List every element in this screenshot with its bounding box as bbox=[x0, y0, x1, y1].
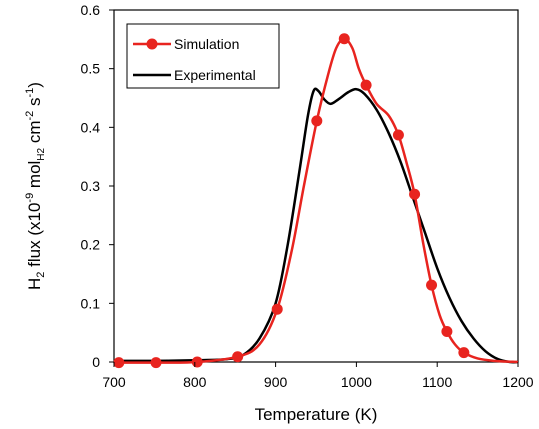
data-point-simulation bbox=[409, 189, 420, 200]
x-tick-label: 1200 bbox=[502, 374, 533, 390]
legend-simulation-label: Simulation bbox=[174, 36, 239, 52]
data-point-simulation bbox=[151, 357, 162, 368]
data-point-simulation bbox=[311, 115, 322, 126]
x-axis-title: Temperature (K) bbox=[255, 405, 378, 424]
data-point-simulation bbox=[458, 347, 469, 358]
y-tick-label: 0.1 bbox=[81, 295, 101, 311]
y-axis-title: H2 flux (x10-9 molH2 cm-2 s-1) bbox=[24, 82, 47, 290]
y-tick-label: 0.6 bbox=[81, 2, 101, 18]
legend: Simulation Experimental bbox=[127, 24, 279, 88]
x-tick-label: 800 bbox=[183, 374, 207, 390]
y-tick-label: 0.3 bbox=[81, 178, 101, 194]
data-point-simulation bbox=[393, 129, 404, 140]
data-point-simulation bbox=[192, 357, 203, 368]
x-tick-label: 1000 bbox=[341, 374, 372, 390]
legend-experimental-label: Experimental bbox=[174, 67, 256, 83]
data-point-simulation bbox=[232, 351, 243, 362]
y-axis-ticks: 0 0.1 0.2 0.3 0.4 0.5 0.6 bbox=[81, 2, 114, 370]
y-tick-label: 0 bbox=[92, 354, 100, 370]
data-point-simulation bbox=[339, 33, 350, 44]
x-tick-label: 700 bbox=[102, 374, 126, 390]
y-tick-label: 0.2 bbox=[81, 237, 101, 253]
data-point-simulation bbox=[113, 357, 124, 368]
data-point-simulation bbox=[272, 304, 283, 315]
legend-simulation-marker bbox=[147, 39, 158, 50]
data-point-simulation bbox=[361, 80, 372, 91]
x-tick-label: 1100 bbox=[422, 374, 452, 390]
x-axis-ticks: 700 800 900 1000 1100 1200 bbox=[102, 362, 533, 390]
data-point-simulation bbox=[441, 326, 452, 337]
data-point-simulation bbox=[426, 280, 437, 291]
x-tick-label: 900 bbox=[264, 374, 288, 390]
y-tick-label: 0.4 bbox=[81, 119, 101, 135]
y-tick-label: 0.5 bbox=[81, 61, 101, 77]
